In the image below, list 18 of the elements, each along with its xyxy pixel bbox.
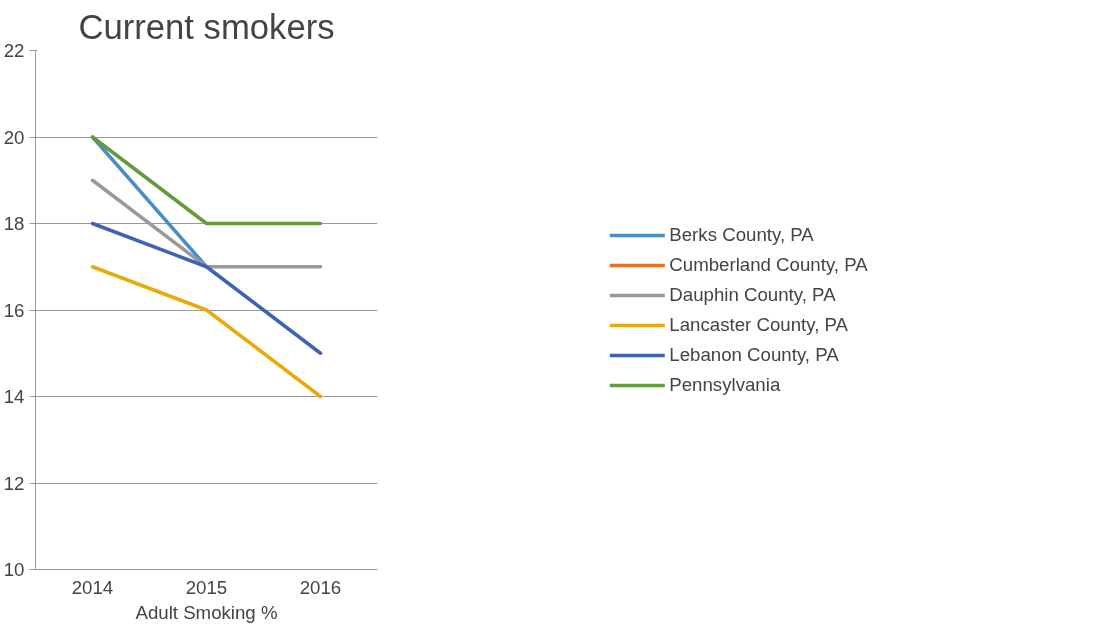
legend-label: Lebanon County, PA — [669, 343, 839, 366]
legend-label: Lancaster County, PA — [669, 313, 849, 336]
chart-title: Current smokers — [78, 7, 335, 46]
legend-label: Pennsylvania — [669, 373, 781, 396]
legend-label: Berks County, PA — [669, 223, 814, 246]
y-tick-label: 22 — [3, 40, 25, 61]
x-tick-label: 2014 — [71, 576, 114, 598]
legend-label: Cumberland County, PA — [669, 253, 868, 276]
y-tick-label: 20 — [3, 126, 25, 148]
y-tick-label: 16 — [3, 299, 25, 321]
y-tick-label: 14 — [3, 386, 25, 407]
x-tick-label: 2015 — [185, 576, 228, 598]
legend-label: Dauphin County, PA — [669, 283, 836, 306]
y-tick-label: 12 — [3, 472, 25, 494]
y-tick-label: 10 — [3, 559, 25, 580]
y-tick-label: 18 — [3, 213, 25, 234]
x-tick-label: 2016 — [299, 576, 342, 598]
x-axis-title: Adult Smoking % — [135, 601, 278, 623]
